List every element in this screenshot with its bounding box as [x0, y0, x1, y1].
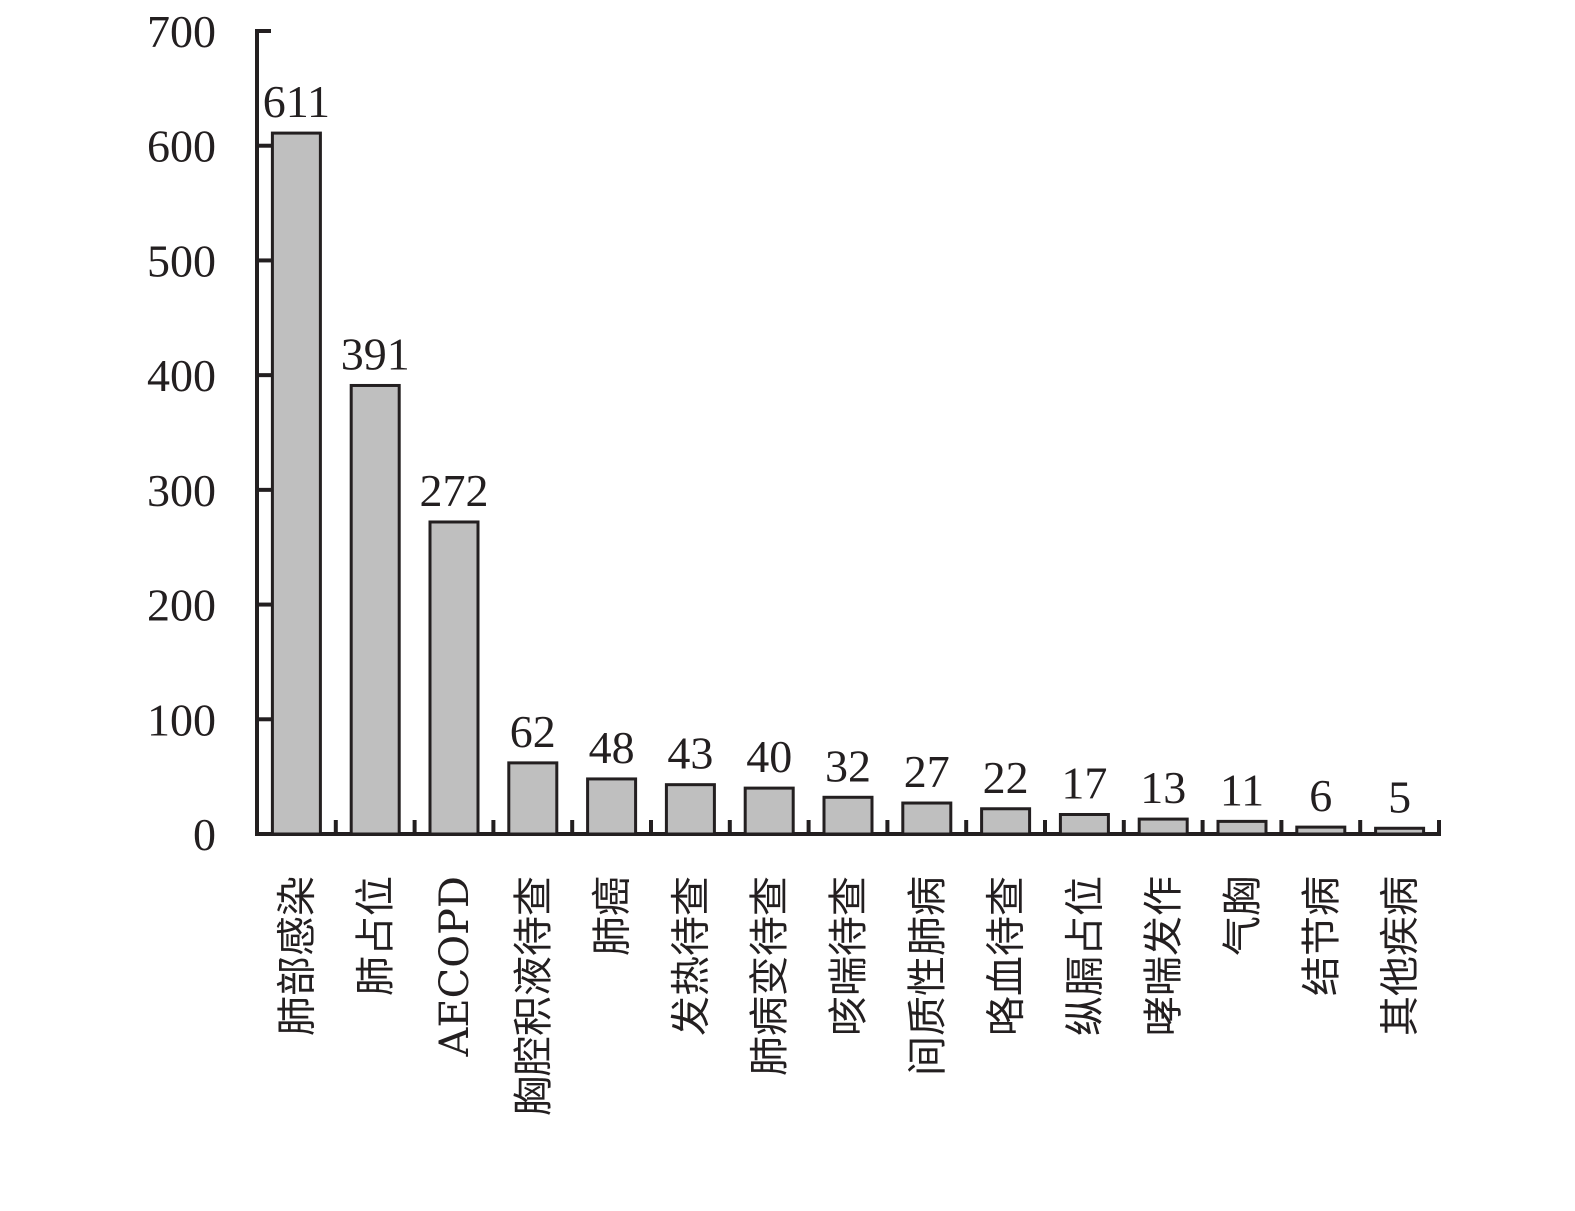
bar: [428, 520, 480, 836]
y-axis: 0 100 200 300 400 500 600 700: [147, 6, 271, 860]
value-label: 17: [1061, 757, 1107, 808]
category-label: 咯血待查: [984, 876, 1030, 1036]
value-label: 40: [746, 731, 792, 782]
category-label: 发热待查: [668, 876, 714, 1036]
bars: [270, 131, 1426, 836]
bar: [586, 777, 638, 836]
value-label: 5: [1388, 771, 1411, 822]
bar: [1216, 819, 1268, 836]
category-label: 咳喘待查: [826, 876, 872, 1036]
y-tick-label: 0: [193, 809, 216, 860]
value-label: 272: [420, 465, 489, 516]
category-label: 肺占位: [353, 876, 399, 996]
value-label: 48: [589, 722, 635, 773]
value-labels: 611 391 272 62 48 43 40 32 27 22 17 13 11 6 5: [263, 76, 1411, 822]
value-label: 27: [904, 746, 950, 797]
category-label: 肺病变待查: [747, 876, 793, 1076]
category-labels: 肺部感染 肺占位 AECOPD 胸腔积液待查 肺癌 发热待查 肺病变待查 咳喘待查 间质性肺病咯…: [274, 876, 1423, 1116]
bar: [270, 131, 322, 836]
bar: [507, 761, 559, 836]
bar: [901, 801, 953, 836]
category-label: 哮喘发作: [1141, 876, 1187, 1036]
bar: [664, 783, 716, 836]
category-label: 其他疾病: [1378, 876, 1424, 1036]
category-label: 肺部感染: [274, 876, 320, 1036]
bar: [1058, 812, 1110, 836]
bar: [822, 795, 874, 836]
y-tick-label: 100: [147, 694, 216, 745]
y-tick-label: 200: [147, 580, 216, 631]
value-label: 32: [825, 740, 871, 791]
category-label: 胸腔积液待查: [511, 876, 557, 1116]
bar: [1374, 826, 1426, 836]
category-label: 纵膈占位: [1062, 876, 1108, 1036]
value-label: 11: [1220, 764, 1264, 815]
y-tick-label: 600: [147, 121, 216, 172]
bar: [349, 383, 401, 836]
bar: [743, 786, 795, 836]
category-label: 气胸: [1220, 876, 1266, 956]
y-tick-label: 400: [147, 350, 216, 401]
value-label: 391: [341, 328, 410, 379]
y-tick-label: 300: [147, 465, 216, 516]
category-label: 间质性肺病: [905, 876, 951, 1076]
value-label: 611: [263, 76, 330, 127]
value-label: 22: [983, 752, 1029, 803]
category-label: 肺癌: [590, 876, 636, 956]
category-label: AECOPD: [432, 876, 478, 1057]
y-tick-label: 700: [147, 6, 216, 57]
value-label: 6: [1309, 770, 1332, 821]
bar: [1137, 817, 1189, 836]
value-label: 13: [1140, 762, 1186, 813]
value-label: 43: [667, 728, 713, 779]
value-label: 62: [510, 706, 556, 757]
bar: [980, 807, 1032, 836]
category-label: 结节病: [1299, 876, 1345, 996]
y-tick-label: 500: [147, 235, 216, 286]
bar: [1295, 825, 1347, 836]
